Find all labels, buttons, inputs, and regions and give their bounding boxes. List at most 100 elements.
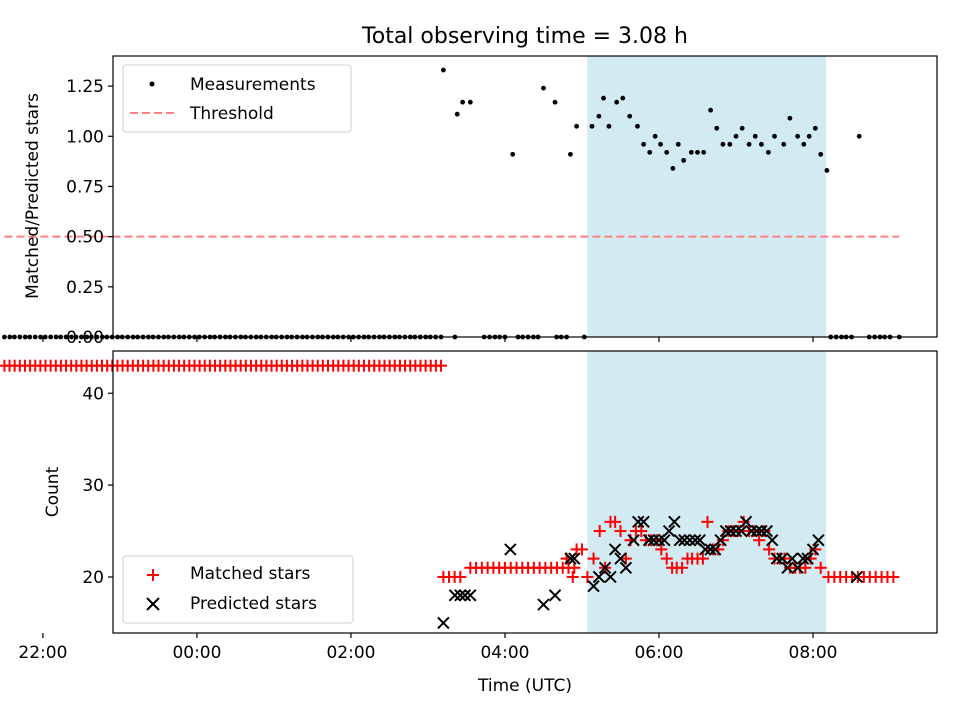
legend-matched-label: Matched stars <box>190 564 310 584</box>
predicted-stars-point <box>806 543 820 556</box>
bottom-ytick-label: 30 <box>82 476 104 496</box>
predicted-stars-point <box>658 534 671 547</box>
predicted-stars-point <box>683 534 697 547</box>
measurement-point <box>752 133 758 139</box>
bottom-xtick-label: 02:00 <box>326 643 375 663</box>
figure-title: Total observing time = 3.08 h <box>361 24 688 49</box>
matched-stars-point <box>655 543 668 556</box>
measurement-point <box>596 113 602 119</box>
matched-stars-point <box>587 552 600 565</box>
predicted-stars-point <box>647 534 660 547</box>
measurement-point <box>541 85 546 91</box>
predicted-stars-point <box>745 524 758 538</box>
measurement-point <box>856 133 862 139</box>
bottom-panel: 20 30 40 22:00 00:00 02:00 04:00 06:00 08:00 Cou… <box>0 350 938 696</box>
top-ylabel: Matched/Predicted stars <box>23 93 43 299</box>
measurement-point <box>12 334 17 340</box>
measurement-point <box>22 334 28 340</box>
measurement-point <box>2 334 7 340</box>
legend-predicted-label: Predicted stars <box>190 594 317 614</box>
bottom-marks <box>0 359 900 630</box>
predicted-stars-point <box>537 598 550 611</box>
legend-matched-marker <box>147 569 159 581</box>
top-ytick-label: 0.25 <box>66 278 104 298</box>
predicted-stars-point <box>437 616 450 630</box>
measurement-point <box>795 133 801 139</box>
bottom-xtick-label: 00:00 <box>172 643 221 663</box>
measurement-point <box>818 151 824 157</box>
measurement-point <box>658 141 663 147</box>
predicted-stars-point <box>770 552 784 565</box>
predicted-stars-point <box>765 534 779 547</box>
measurement-point <box>708 107 713 113</box>
legend-measurements-marker <box>149 81 155 87</box>
bottom-xtick-label: 22:00 <box>18 643 67 663</box>
x-axis-label: Time (UTC) <box>477 676 572 696</box>
predicted-stars-point <box>673 534 686 547</box>
predicted-stars-point <box>781 561 794 574</box>
measurement-point <box>99 334 105 340</box>
matched-stars-point <box>566 570 579 583</box>
measurement-point <box>688 149 694 155</box>
measurement-point <box>614 99 620 105</box>
predicted-stars-point <box>750 524 764 538</box>
measurement-point <box>695 149 700 155</box>
measurement-point <box>574 123 579 129</box>
measurement-point <box>32 334 38 340</box>
predicted-stars-point <box>627 534 640 547</box>
predicted-stars-point <box>668 515 681 529</box>
measurement-point <box>606 123 612 129</box>
matched-stars-point <box>814 561 827 574</box>
predicted-stars-point <box>693 534 707 547</box>
predicted-stars-point <box>662 524 676 538</box>
measurement-point <box>467 99 473 105</box>
measurement-point <box>568 151 573 157</box>
measurement-point <box>635 123 640 129</box>
matched-stars-point <box>763 543 776 556</box>
bottom-legend: Matched stars Predicted stars <box>122 555 354 624</box>
predicted-stars-point <box>614 552 627 565</box>
measurement-point <box>714 125 720 131</box>
matched-stars-point <box>609 515 622 528</box>
predicted-stars-point <box>592 570 606 584</box>
measurement-point <box>42 334 48 340</box>
measurement-point <box>664 149 670 155</box>
measurement-point <box>460 99 466 105</box>
bottom-ticks: 20 30 40 22:00 00:00 02:00 04:00 06:00 08:00 <box>18 384 837 663</box>
matched-stars-point <box>635 525 648 538</box>
measurement-point <box>73 334 79 340</box>
measurement-point <box>806 133 812 139</box>
top-panel: 0.00 0.25 0.50 0.75 1.00 1.25 Matched/Predict… <box>2 55 938 348</box>
measurement-point <box>27 334 33 340</box>
bottom-highlight-span <box>587 351 827 633</box>
measurement-point <box>720 141 726 147</box>
predicted-stars-point <box>714 534 727 547</box>
measurement-point <box>104 334 110 340</box>
measurement-point <box>89 334 94 340</box>
measurement-point <box>620 95 626 101</box>
measurement-point <box>781 141 787 147</box>
predicted-stars-point <box>812 534 825 547</box>
predicted-stars-point <box>791 561 804 574</box>
predicted-stars-point <box>850 570 864 584</box>
bottom-xtick-label: 08:00 <box>789 643 838 663</box>
measurement-point <box>63 334 69 340</box>
measurement-point <box>454 111 460 117</box>
predicted-stars-point <box>564 552 577 565</box>
measurement-point <box>824 168 830 173</box>
measurement-point <box>727 141 733 147</box>
bottom-xtick-label: 06:00 <box>634 643 683 663</box>
measurement-point <box>746 141 752 147</box>
predicted-stars-point <box>568 552 581 565</box>
matched-stars-point <box>887 570 900 583</box>
top-ytick-label: 0.50 <box>66 228 104 248</box>
predicted-stars-point <box>631 515 645 529</box>
measurement-point <box>94 334 100 340</box>
predicted-stars-point <box>652 534 666 547</box>
measurement-point <box>647 149 653 155</box>
matched-stars-point <box>716 534 729 547</box>
predicted-stars-point <box>678 534 691 547</box>
bottom-xtick-label: 04:00 <box>480 643 529 663</box>
measurement-point <box>48 334 54 340</box>
predicted-stars-point <box>760 524 774 538</box>
